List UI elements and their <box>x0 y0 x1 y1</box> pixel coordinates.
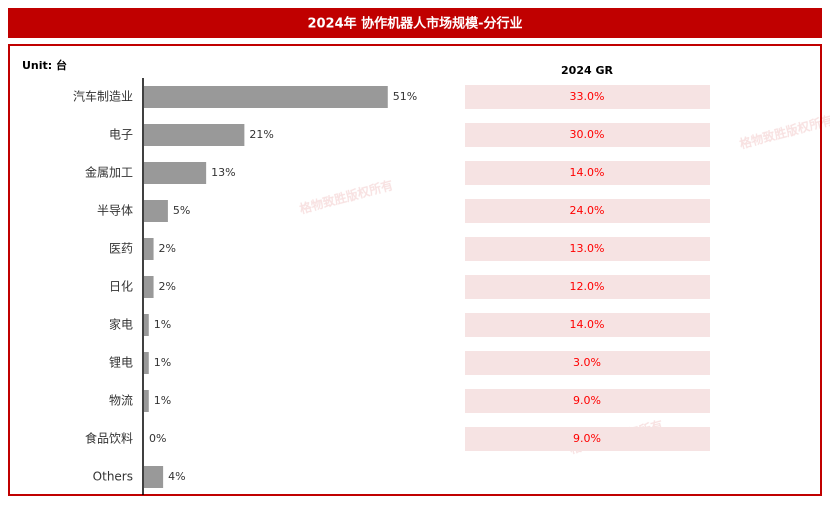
bar <box>144 162 207 184</box>
category-label: 电子 <box>109 128 133 142</box>
category-label: 食品饮料 <box>85 431 133 446</box>
value-label: 2% <box>159 242 176 255</box>
growth-label: 9.0% <box>573 432 601 445</box>
unit-label: Unit: 台 <box>22 58 67 72</box>
bar <box>144 124 245 146</box>
title-bar <box>8 8 822 38</box>
growth-cell <box>465 199 710 223</box>
growth-cell <box>465 313 710 337</box>
growth-label: 9.0% <box>573 394 601 407</box>
value-label: 1% <box>154 318 171 331</box>
watermark: 格物致胜版权所有 <box>738 112 830 151</box>
growth-cell <box>465 237 710 261</box>
category-label: 汽车制造业 <box>73 89 133 104</box>
category-label: 物流 <box>109 394 133 408</box>
bar <box>144 86 388 108</box>
growth-cell <box>465 275 710 299</box>
value-label: 5% <box>173 204 190 217</box>
category-label: 医药 <box>109 242 133 256</box>
bar <box>144 390 149 412</box>
value-label: 13% <box>211 166 235 179</box>
category-label: 家电 <box>109 317 133 332</box>
growth-label: 24.0% <box>570 204 605 217</box>
value-label: 4% <box>168 470 185 483</box>
growth-cell <box>465 161 710 185</box>
category-label: 半导体 <box>97 204 133 218</box>
growth-label: 12.0% <box>570 280 605 293</box>
growth-header: 2024 GR <box>561 64 613 77</box>
category-label: Others <box>93 470 133 484</box>
growth-cell <box>465 123 710 147</box>
bar <box>144 352 149 374</box>
value-label: 51% <box>393 90 417 103</box>
value-label: 1% <box>154 356 171 369</box>
value-label: 2% <box>159 280 176 293</box>
bar <box>144 238 154 260</box>
value-label: 1% <box>154 394 171 407</box>
growth-label: 14.0% <box>570 318 605 331</box>
category-label: 锂电 <box>109 355 133 370</box>
growth-cell <box>465 389 710 413</box>
growth-label: 33.0% <box>570 90 605 103</box>
value-label: 0% <box>149 432 166 445</box>
bar <box>144 314 149 336</box>
growth-cell <box>465 351 710 375</box>
growth-cell <box>465 427 710 451</box>
bar <box>144 200 168 222</box>
growth-cell <box>465 85 710 109</box>
growth-label: 13.0% <box>570 242 605 255</box>
category-label: 日化 <box>109 280 133 294</box>
growth-label: 14.0% <box>570 166 605 179</box>
bar <box>144 276 154 298</box>
bar <box>144 466 164 488</box>
growth-label: 3.0% <box>573 356 601 369</box>
category-label: 金属加工 <box>85 165 133 180</box>
chart-frame <box>8 44 822 496</box>
chart-title: 2024年 协作机器人市场规模-分行业 <box>307 16 522 32</box>
value-label: 21% <box>249 128 273 141</box>
growth-label: 30.0% <box>570 128 605 141</box>
watermark: 格物致胜版权所有 <box>298 177 395 216</box>
